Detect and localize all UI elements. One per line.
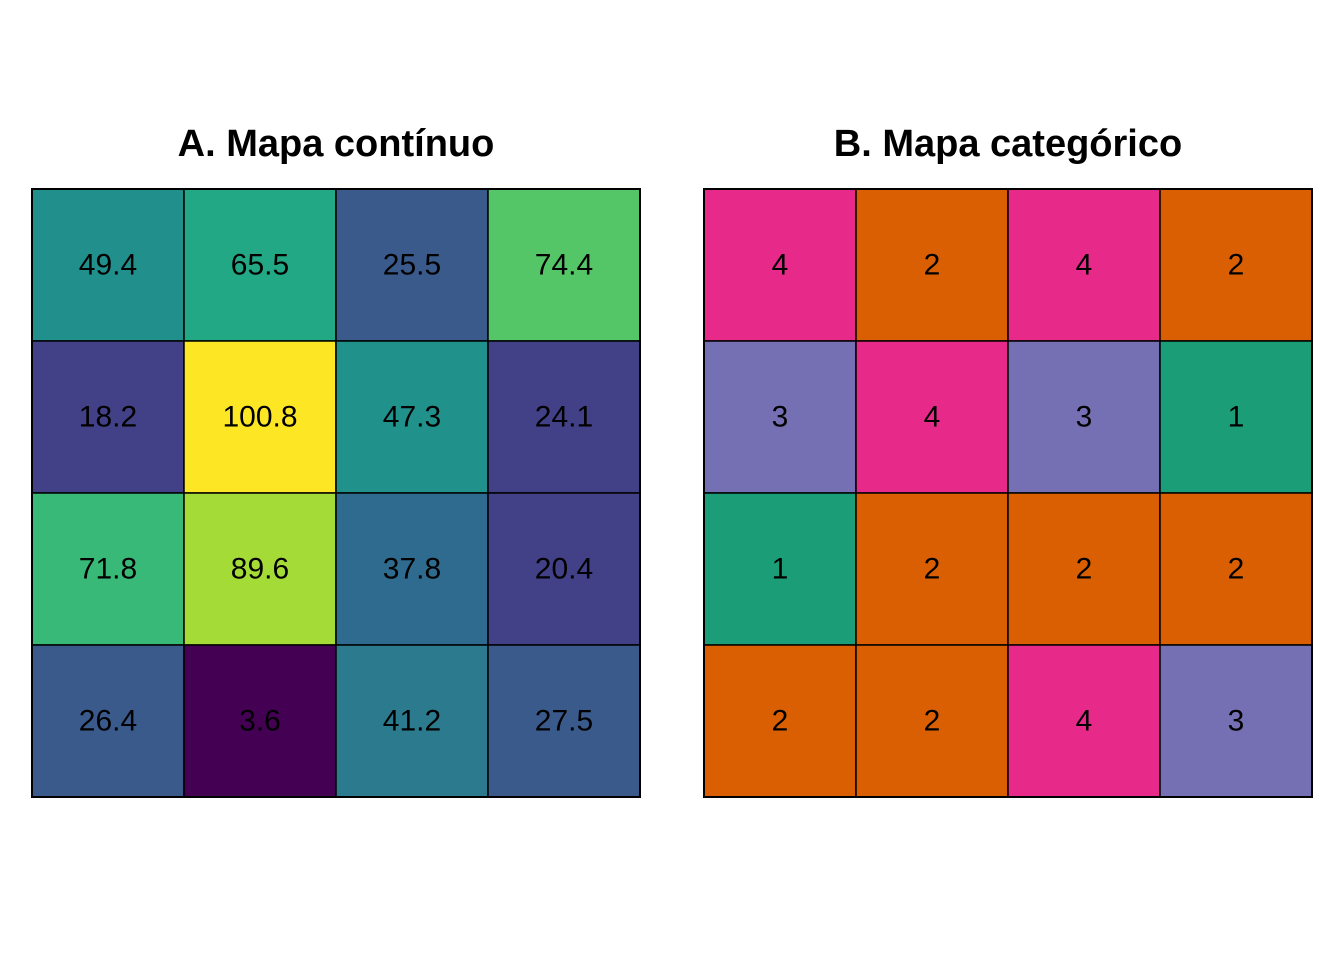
continuous-map-border — [31, 188, 641, 798]
categorical-map-title: B. Mapa categórico — [833, 123, 1183, 165]
categorical-map-cell-r2-c1 — [703, 340, 857, 494]
continuous-map-cell-r3-c2 — [183, 492, 337, 646]
categorical-map-label-r1-c2: 2 — [924, 249, 941, 282]
categorical-map-cell-r2-c2 — [855, 340, 1009, 494]
categorical-map-cell-r2-c3 — [1007, 340, 1161, 494]
continuous-map-label-r4-c3: 41.2 — [383, 705, 441, 738]
continuous-map-cell-r2-c4 — [487, 340, 641, 494]
categorical-map-cell-r2-c4 — [1159, 340, 1313, 494]
categorical-map-label-r3-c4: 2 — [1228, 553, 1245, 586]
continuous-map-cell-r4-c4 — [487, 644, 641, 798]
continuous-map-label-r4-c2: 3.6 — [239, 705, 281, 738]
continuous-map-cell-r3-c4 — [487, 492, 641, 646]
continuous-map-label-r4-c1: 26.4 — [79, 705, 137, 738]
categorical-map-label-r1-c3: 4 — [1076, 249, 1093, 282]
categorical-map-cell-r4-c4 — [1159, 644, 1313, 798]
categorical-map-label-r1-c1: 4 — [772, 249, 789, 282]
continuous-map-label-r1-c2: 65.5 — [231, 249, 289, 282]
categorical-map-label-r4-c1: 2 — [772, 705, 789, 738]
categorical-map-cell-r3-c4 — [1159, 492, 1313, 646]
continuous-map-cell-r1-c1 — [31, 188, 185, 342]
continuous-map-label-r1-c1: 49.4 — [79, 249, 137, 282]
continuous-map-label-r2-c2: 100.8 — [222, 401, 297, 434]
categorical-map-panel: B. Mapa categórico 4 2 4 2 3 4 3 1 1 2 2 2 2 2 4 3 — [672, 0, 1313, 960]
continuous-map-label-r1-c3: 25.5 — [383, 249, 441, 282]
categorical-map-label-r1-c4: 2 — [1228, 249, 1245, 282]
categorical-map-label-r2-c2: 4 — [924, 401, 941, 434]
categorical-map-cell-r4-c1 — [703, 644, 857, 798]
continuous-map-label-r3-c4: 20.4 — [535, 553, 593, 586]
continuous-map-label-r4-c4: 27.5 — [535, 705, 593, 738]
categorical-map-label-r2-c4: 1 — [1228, 401, 1245, 434]
categorical-map-label-r4-c2: 2 — [924, 705, 941, 738]
continuous-map-label-r2-c1: 18.2 — [79, 401, 137, 434]
continuous-map-panel: A. Mapa contínuo 49.4 65.5 25.5 74.4 18.2 100… — [0, 0, 641, 960]
continuous-map-label-r3-c1: 71.8 — [79, 553, 137, 586]
continuous-map-grid: 49.4 65.5 25.5 74.4 18.2 100.8 47.3 24.1 71.8 89.… — [31, 188, 641, 798]
categorical-map-label-r4-c3: 4 — [1076, 705, 1093, 738]
categorical-map-label-r4-c4: 3 — [1228, 705, 1245, 738]
categorical-map-label-r2-c1: 3 — [772, 401, 789, 434]
categorical-map-label-r3-c1: 1 — [772, 553, 789, 586]
categorical-map-cell-r4-c2 — [855, 644, 1009, 798]
categorical-map-cell-r3-c3 — [1007, 492, 1161, 646]
continuous-map-cell-r4-c1 — [31, 644, 185, 798]
continuous-map-cell-r4-c2 — [183, 644, 337, 798]
continuous-map-cell-r2-c2 — [183, 340, 337, 494]
categorical-map-label-r2-c3: 3 — [1076, 401, 1093, 434]
continuous-map-cell-r4-c3 — [335, 644, 489, 798]
continuous-map-cell-r1-c4 — [487, 188, 641, 342]
categorical-map-grid: 4 2 4 2 3 4 3 1 1 2 2 2 2 2 4 3 — [703, 188, 1313, 798]
continuous-map-label-r3-c2: 89.6 — [231, 553, 289, 586]
categorical-map-label-r3-c3: 2 — [1076, 553, 1093, 586]
continuous-map-cell-r2-c1 — [31, 340, 185, 494]
categorical-map-cell-r1-c2 — [855, 188, 1009, 342]
continuous-map-cell-r1-c2 — [183, 188, 337, 342]
continuous-map-label-r2-c3: 47.3 — [383, 401, 441, 434]
continuous-map-label-r1-c4: 74.4 — [535, 249, 593, 282]
continuous-map-title: A. Mapa contínuo — [177, 123, 495, 165]
categorical-map-cell-r4-c3 — [1007, 644, 1161, 798]
categorical-map-label-r3-c2: 2 — [924, 553, 941, 586]
continuous-map-label-r2-c4: 24.1 — [535, 401, 593, 434]
continuous-map-label-r3-c3: 37.8 — [383, 553, 441, 586]
categorical-map-cell-r3-c2 — [855, 492, 1009, 646]
categorical-map-border — [703, 188, 1313, 798]
